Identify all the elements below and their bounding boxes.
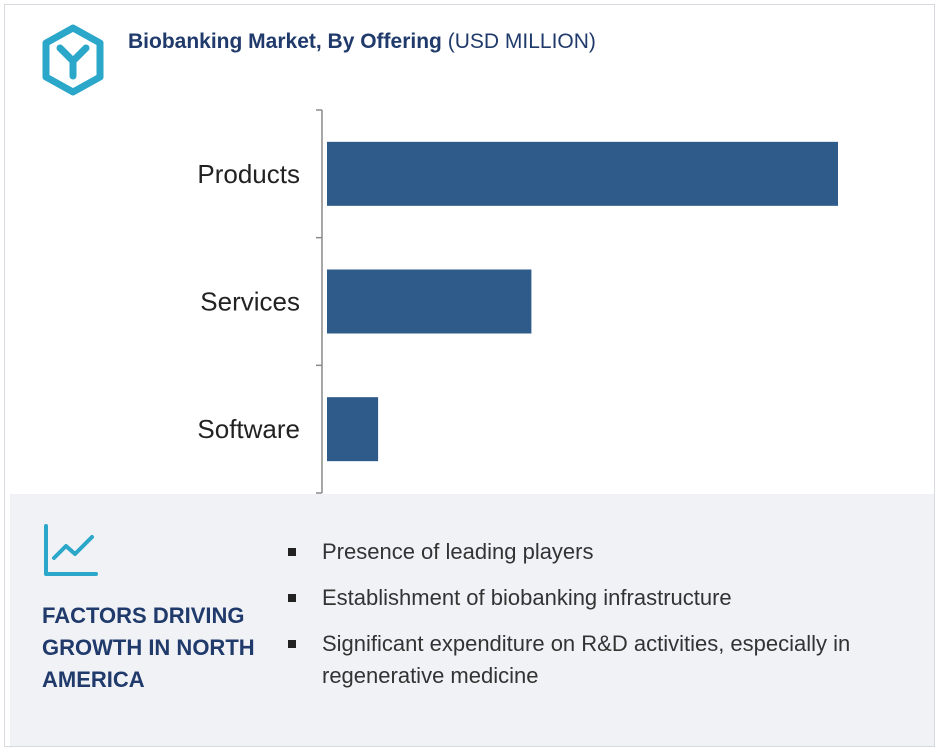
bullet-square-icon bbox=[288, 640, 296, 648]
chart-title: Biobanking Market, By Offering (USD MILL… bbox=[128, 30, 596, 54]
chart-title-main: Biobanking Market, By Offering bbox=[128, 30, 442, 53]
bullet-square-icon bbox=[288, 594, 296, 602]
category-label-services: Services bbox=[200, 287, 300, 317]
hexagon-y-logo-icon bbox=[42, 24, 104, 96]
factors-panel bbox=[10, 494, 934, 746]
bar-chart: Products Services Software bbox=[197, 109, 838, 494]
factors-heading: FACTORS DRIVING GROWTH IN NORTH AMERICA bbox=[42, 603, 255, 692]
bar-software bbox=[327, 397, 379, 462]
category-label-software: Software bbox=[197, 414, 300, 444]
bullet-square-icon bbox=[288, 548, 296, 556]
factor-item: Establishment of biobanking infrastructu… bbox=[288, 582, 888, 614]
factor-text: Presence of leading players bbox=[322, 539, 594, 564]
factor-item: Presence of leading players bbox=[288, 536, 888, 568]
line-chart-icon bbox=[44, 524, 98, 576]
bar-products bbox=[327, 141, 838, 206]
bar-services bbox=[327, 269, 532, 334]
factors-list: Presence of leading players Establishmen… bbox=[288, 536, 888, 706]
factor-text: Significant expenditure on R&D activitie… bbox=[322, 631, 851, 688]
category-label-products: Products bbox=[197, 159, 300, 189]
factor-item: Significant expenditure on R&D activitie… bbox=[288, 628, 888, 692]
factor-text: Establishment of biobanking infrastructu… bbox=[322, 585, 732, 610]
chart-title-unit: (USD MILLION) bbox=[447, 30, 596, 53]
